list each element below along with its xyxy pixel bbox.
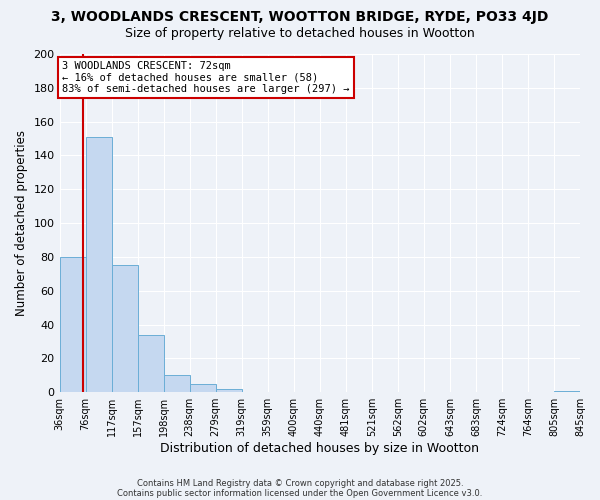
Text: 3, WOODLANDS CRESCENT, WOOTTON BRIDGE, RYDE, PO33 4JD: 3, WOODLANDS CRESCENT, WOOTTON BRIDGE, R…	[52, 10, 548, 24]
Text: Contains HM Land Registry data © Crown copyright and database right 2025.: Contains HM Land Registry data © Crown c…	[137, 478, 463, 488]
Text: Size of property relative to detached houses in Wootton: Size of property relative to detached ho…	[125, 28, 475, 40]
Text: 3 WOODLANDS CRESCENT: 72sqm
← 16% of detached houses are smaller (58)
83% of sem: 3 WOODLANDS CRESCENT: 72sqm ← 16% of det…	[62, 61, 350, 94]
Bar	[59, 257, 86, 392]
Bar	[164, 376, 190, 392]
Bar	[190, 384, 215, 392]
X-axis label: Distribution of detached houses by size in Wootton: Distribution of detached houses by size …	[160, 442, 479, 455]
Y-axis label: Number of detached properties: Number of detached properties	[15, 130, 28, 316]
Bar	[86, 137, 112, 392]
Bar	[137, 334, 164, 392]
Bar	[215, 389, 242, 392]
Text: Contains public sector information licensed under the Open Government Licence v3: Contains public sector information licen…	[118, 488, 482, 498]
Bar	[554, 390, 580, 392]
Bar	[112, 266, 137, 392]
